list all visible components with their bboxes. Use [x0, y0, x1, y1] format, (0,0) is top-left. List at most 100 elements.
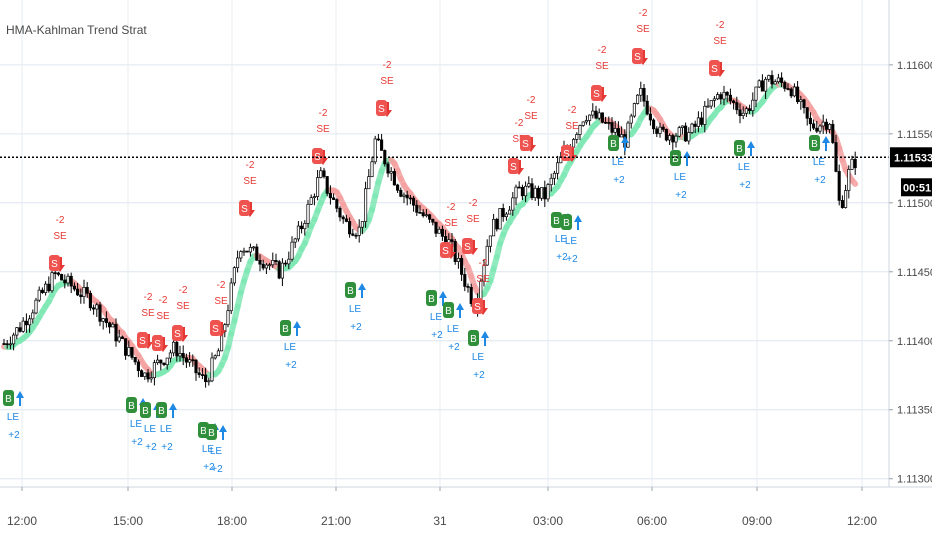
- short-signal-label: SE: [595, 61, 609, 72]
- short-qty-label: -2: [246, 160, 255, 171]
- candle-body: [325, 176, 329, 194]
- candle-body: [642, 88, 646, 102]
- candle-body: [200, 374, 204, 376]
- candle-body: [108, 322, 112, 328]
- short-qty-label: -2: [598, 45, 607, 56]
- candle-body: [780, 77, 784, 83]
- candle-body: [463, 274, 467, 287]
- candle-body: [719, 94, 723, 100]
- candle-body: [466, 286, 470, 288]
- long-arrow-icon: [169, 403, 177, 418]
- candle-body: [162, 362, 166, 366]
- candle-body: [530, 183, 534, 199]
- candle-body: [412, 197, 416, 206]
- candle-body: [360, 221, 364, 228]
- candle-body: [767, 75, 771, 80]
- candle-body: [850, 158, 854, 170]
- candle-body: [652, 119, 656, 130]
- short-badge: [376, 100, 387, 116]
- candle-body: [716, 94, 720, 100]
- long-signal-label: LE: [130, 419, 143, 430]
- candle-body: [184, 357, 188, 363]
- long-badge-label: B: [445, 306, 452, 317]
- long-badge: [280, 320, 291, 336]
- long-qty-label: +2: [739, 180, 751, 191]
- long-signal-label: LE: [674, 172, 687, 183]
- candle-body: [527, 183, 531, 187]
- candle-body: [399, 189, 403, 197]
- candle-body: [357, 226, 361, 236]
- long-signal-label: LE: [813, 157, 826, 168]
- candle-body: [546, 184, 550, 200]
- candle-body: [2, 343, 6, 345]
- candle-body: [450, 239, 454, 242]
- candle-body: [277, 261, 281, 279]
- candle-body: [488, 235, 492, 247]
- time-tick-label: 06:00: [637, 514, 667, 528]
- candle-body: [92, 307, 96, 310]
- candle-body: [424, 214, 428, 217]
- long-qty-label: +2: [350, 322, 362, 333]
- candle-body: [149, 377, 153, 380]
- short-badge-label: S: [442, 246, 449, 257]
- short-qty-label: -2: [716, 20, 725, 31]
- long-entry-signal: B LE +2: [156, 402, 177, 453]
- candle-body: [37, 289, 41, 301]
- candle-body: [120, 336, 124, 339]
- hma-band: [1, 81, 859, 379]
- candle-body: [159, 359, 163, 364]
- candle-body: [312, 196, 316, 199]
- candle-body: [549, 177, 553, 186]
- candle-body: [421, 212, 425, 217]
- candle-body: [440, 228, 444, 237]
- short-badge-label: S: [378, 104, 385, 115]
- candle-body: [389, 171, 393, 174]
- candle-body: [88, 292, 92, 309]
- candle-body: [245, 250, 249, 253]
- candle-body: [732, 100, 736, 103]
- candle-body: [757, 80, 761, 88]
- long-entry-signal: B LE +2: [345, 282, 366, 333]
- candle-body: [309, 197, 313, 205]
- short-qty-label: -2: [159, 295, 168, 306]
- candle-body: [543, 187, 547, 200]
- candle-body: [40, 289, 44, 293]
- candle-body: [645, 100, 649, 115]
- long-badge-label: B: [428, 294, 435, 305]
- candle-body: [348, 221, 352, 235]
- short-signal-label: SE: [444, 218, 458, 229]
- candle-body: [79, 294, 83, 297]
- band-segment: [849, 177, 859, 187]
- candle-body: [226, 310, 230, 326]
- candle-body: [533, 187, 537, 199]
- candle-body: [728, 94, 732, 102]
- long-badge: [206, 424, 217, 440]
- short-badge: [462, 238, 473, 254]
- short-signal-label: SE: [243, 176, 257, 187]
- candle-body: [492, 218, 496, 237]
- long-qty-label: +2: [145, 442, 157, 453]
- candle-body: [188, 359, 192, 363]
- candle-body: [197, 372, 201, 375]
- candle-body: [501, 207, 505, 218]
- candle-body: [85, 287, 89, 294]
- long-signal-label: LE: [738, 162, 751, 173]
- candle-body: [69, 275, 73, 287]
- long-badge: [670, 150, 681, 166]
- long-badge: [608, 135, 619, 151]
- candle-body: [821, 121, 825, 127]
- short-badge-label: S: [522, 139, 529, 150]
- long-arrow-icon: [747, 141, 755, 156]
- short-signal-label: SE: [524, 111, 538, 122]
- candle-body: [405, 194, 409, 199]
- time-tick-label: 12:00: [7, 514, 37, 528]
- short-badge: [508, 158, 519, 174]
- candle-body: [380, 139, 384, 151]
- short-signal-label: SE: [316, 124, 330, 135]
- candle-body: [47, 283, 51, 292]
